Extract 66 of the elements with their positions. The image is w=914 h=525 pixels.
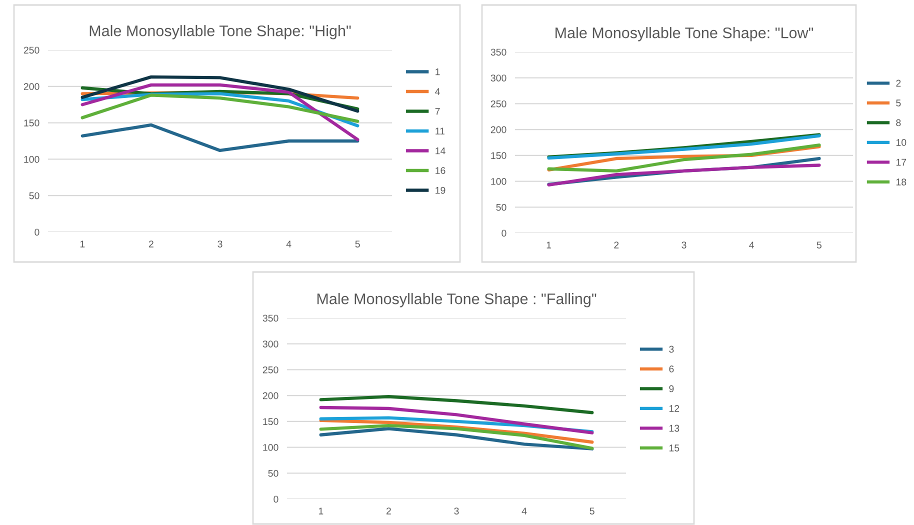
x-tick-label: 2 [386, 508, 391, 514]
legend-label: 12 [669, 405, 680, 412]
legend-label: 1 [436, 68, 440, 76]
x-tick-label: 5 [590, 508, 594, 514]
y-tick-label: 200 [262, 392, 278, 400]
legend-label: 7 [435, 108, 440, 115]
line-series [319, 418, 594, 444]
legend-label: 3 [669, 346, 674, 353]
y-tick-label: 150 [24, 120, 40, 126]
line-series [80, 75, 360, 113]
x-tick-label: 1 [546, 242, 552, 248]
line-series [319, 406, 594, 434]
y-tick-label: 50 [496, 204, 506, 211]
line-series [80, 83, 360, 142]
legend-label: 10 [896, 139, 906, 146]
y-tick-label: 50 [268, 470, 278, 477]
legend-label: 13 [669, 424, 680, 432]
legend-label: 8 [896, 119, 901, 126]
y-tick-label: 250 [24, 46, 40, 54]
x-tick-label: 4 [522, 508, 527, 514]
legend-label: 19 [436, 186, 446, 194]
y-tick-label: 200 [490, 126, 506, 134]
y-tick-label: 0 [502, 230, 506, 237]
legend-label: 5 [896, 100, 901, 106]
x-tick-label: 2 [148, 240, 154, 248]
y-tick-label: 250 [262, 366, 278, 374]
x-tick-label: 1 [80, 240, 85, 248]
y-tick-label: 100 [24, 156, 40, 163]
chart-title: Male Monosyllable Tone Shape : "Falling" [317, 293, 596, 308]
x-tick-label: 5 [355, 240, 360, 248]
y-tick-label: 150 [491, 152, 506, 160]
x-tick-label: 1 [318, 508, 324, 514]
legend-label: 14 [436, 147, 446, 154]
chart-title: Male Monosyllable Tone Shape: "High" [90, 25, 351, 40]
y-tick-label: 0 [34, 228, 40, 236]
legend-label: 4 [435, 88, 440, 95]
y-tick-label: 300 [490, 74, 506, 82]
line-series [80, 123, 360, 152]
legend-label: 15 [669, 444, 680, 452]
x-tick-label: 5 [816, 242, 822, 248]
legend-label: 6 [669, 366, 674, 372]
x-tick-label: 3 [682, 242, 686, 248]
line-series [319, 395, 594, 414]
x-tick-label: 4 [749, 242, 754, 248]
legend-label: 17 [896, 158, 906, 166]
x-tick-label: 3 [454, 508, 459, 514]
y-tick-label: 150 [263, 418, 278, 426]
y-tick-label: 300 [262, 340, 278, 348]
y-tick-label: 100 [491, 178, 506, 185]
legend-label: 9 [669, 385, 674, 392]
x-tick-label: 2 [614, 242, 619, 248]
line-series [547, 164, 821, 187]
x-tick-label: 4 [286, 240, 292, 248]
y-tick-label: 350 [490, 48, 506, 56]
y-tick-label: 200 [24, 83, 40, 90]
y-tick-label: 350 [262, 314, 278, 322]
chart-title: Male Monosyllable Tone Shape: "Low" [556, 27, 814, 42]
y-tick-label: 250 [490, 100, 506, 108]
legend-label: 18 [896, 178, 906, 186]
y-tick-label: 50 [29, 192, 40, 200]
legend-label: 2 [896, 80, 901, 87]
legend-label: 16 [436, 167, 446, 174]
y-tick-label: 100 [263, 444, 278, 451]
y-tick-label: 0 [274, 496, 278, 503]
x-tick-label: 3 [218, 240, 222, 248]
legend-label: 11 [436, 128, 444, 134]
